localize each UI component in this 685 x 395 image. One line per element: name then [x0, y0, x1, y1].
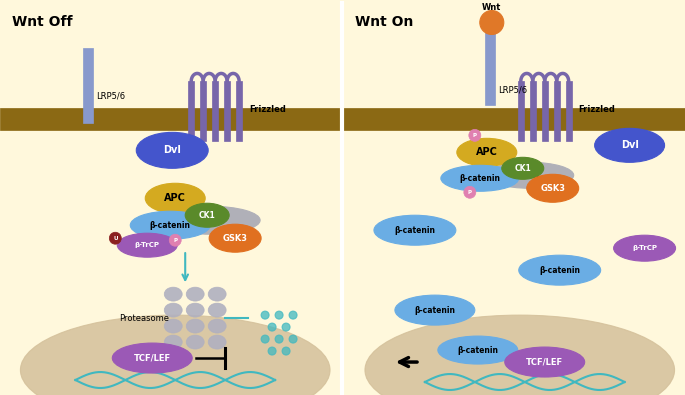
Text: LRP5/6: LRP5/6 — [97, 92, 125, 101]
Ellipse shape — [502, 157, 544, 179]
Text: TCF/LEF: TCF/LEF — [526, 357, 563, 367]
Text: GSK3: GSK3 — [223, 234, 248, 243]
Ellipse shape — [136, 132, 208, 168]
Bar — [236, 81, 242, 141]
Ellipse shape — [268, 347, 276, 355]
Text: P: P — [473, 133, 477, 138]
Text: β-TrCP: β-TrCP — [632, 245, 657, 251]
Ellipse shape — [164, 287, 182, 301]
Bar — [84, 49, 93, 123]
Bar — [343, 108, 684, 130]
Ellipse shape — [464, 186, 476, 198]
Ellipse shape — [289, 311, 297, 319]
Ellipse shape — [282, 323, 290, 331]
Text: P: P — [173, 238, 177, 243]
Ellipse shape — [614, 235, 675, 261]
Text: U: U — [113, 236, 118, 241]
Ellipse shape — [186, 319, 204, 333]
Bar — [188, 81, 195, 141]
Text: Dvl: Dvl — [163, 145, 181, 155]
Bar — [1, 108, 342, 130]
Text: Axin: Axin — [519, 171, 540, 180]
Text: Proteasome: Proteasome — [119, 314, 169, 323]
Ellipse shape — [374, 215, 456, 245]
Text: Axin: Axin — [200, 216, 221, 225]
Ellipse shape — [438, 336, 518, 364]
Ellipse shape — [365, 315, 675, 395]
Bar — [530, 81, 536, 141]
Bar — [485, 30, 495, 105]
Ellipse shape — [164, 303, 182, 317]
Ellipse shape — [209, 224, 261, 252]
Ellipse shape — [186, 287, 204, 301]
Bar — [518, 81, 524, 141]
Text: Dvl: Dvl — [621, 140, 638, 150]
Ellipse shape — [21, 315, 330, 395]
Text: APC: APC — [476, 147, 498, 157]
Ellipse shape — [261, 335, 269, 343]
Ellipse shape — [505, 347, 585, 377]
Ellipse shape — [469, 129, 481, 141]
Text: β-catenin: β-catenin — [458, 346, 498, 355]
Text: Frizzled: Frizzled — [249, 105, 286, 114]
Text: CK1: CK1 — [199, 211, 216, 220]
Ellipse shape — [208, 319, 226, 333]
Text: P: P — [468, 190, 472, 195]
Ellipse shape — [275, 335, 283, 343]
Ellipse shape — [282, 347, 290, 355]
Bar — [224, 81, 230, 141]
Ellipse shape — [395, 295, 475, 325]
Ellipse shape — [527, 174, 579, 202]
Ellipse shape — [186, 303, 204, 317]
Ellipse shape — [479, 11, 503, 34]
Ellipse shape — [117, 233, 177, 257]
Ellipse shape — [110, 232, 121, 244]
Ellipse shape — [289, 335, 297, 343]
Text: Wnt: Wnt — [482, 2, 501, 11]
Text: β-catenin: β-catenin — [460, 174, 500, 183]
Bar — [566, 81, 572, 141]
Text: APC: APC — [164, 193, 186, 203]
Ellipse shape — [145, 183, 206, 213]
Text: β-catenin: β-catenin — [539, 266, 580, 275]
Ellipse shape — [164, 335, 182, 349]
Ellipse shape — [130, 211, 210, 239]
Bar — [542, 81, 548, 141]
Text: β-catenin: β-catenin — [414, 306, 456, 314]
Text: Wnt On: Wnt On — [355, 15, 413, 28]
Ellipse shape — [595, 128, 664, 162]
Ellipse shape — [519, 255, 601, 285]
Text: GSK3: GSK3 — [540, 184, 565, 193]
Ellipse shape — [208, 287, 226, 301]
Ellipse shape — [268, 323, 276, 331]
Ellipse shape — [441, 166, 519, 191]
Bar — [200, 81, 206, 141]
Ellipse shape — [169, 234, 182, 246]
Text: LRP5/6: LRP5/6 — [498, 86, 527, 95]
Ellipse shape — [275, 311, 283, 319]
Ellipse shape — [185, 203, 229, 227]
Text: β-catenin: β-catenin — [395, 226, 436, 235]
Bar — [212, 81, 218, 141]
Ellipse shape — [486, 162, 574, 188]
Ellipse shape — [112, 343, 192, 373]
Ellipse shape — [164, 319, 182, 333]
Text: CK1: CK1 — [514, 164, 531, 173]
Ellipse shape — [186, 335, 204, 349]
Text: Wnt Off: Wnt Off — [12, 15, 73, 28]
Ellipse shape — [261, 311, 269, 319]
Bar — [553, 81, 560, 141]
Ellipse shape — [208, 335, 226, 349]
Text: Frizzled: Frizzled — [579, 105, 616, 114]
Text: TCF/LEF: TCF/LEF — [134, 354, 171, 363]
Ellipse shape — [208, 303, 226, 317]
Text: β-TrCP: β-TrCP — [135, 242, 160, 248]
Ellipse shape — [457, 138, 516, 166]
Text: β-catenin: β-catenin — [150, 221, 190, 230]
Ellipse shape — [160, 206, 260, 234]
